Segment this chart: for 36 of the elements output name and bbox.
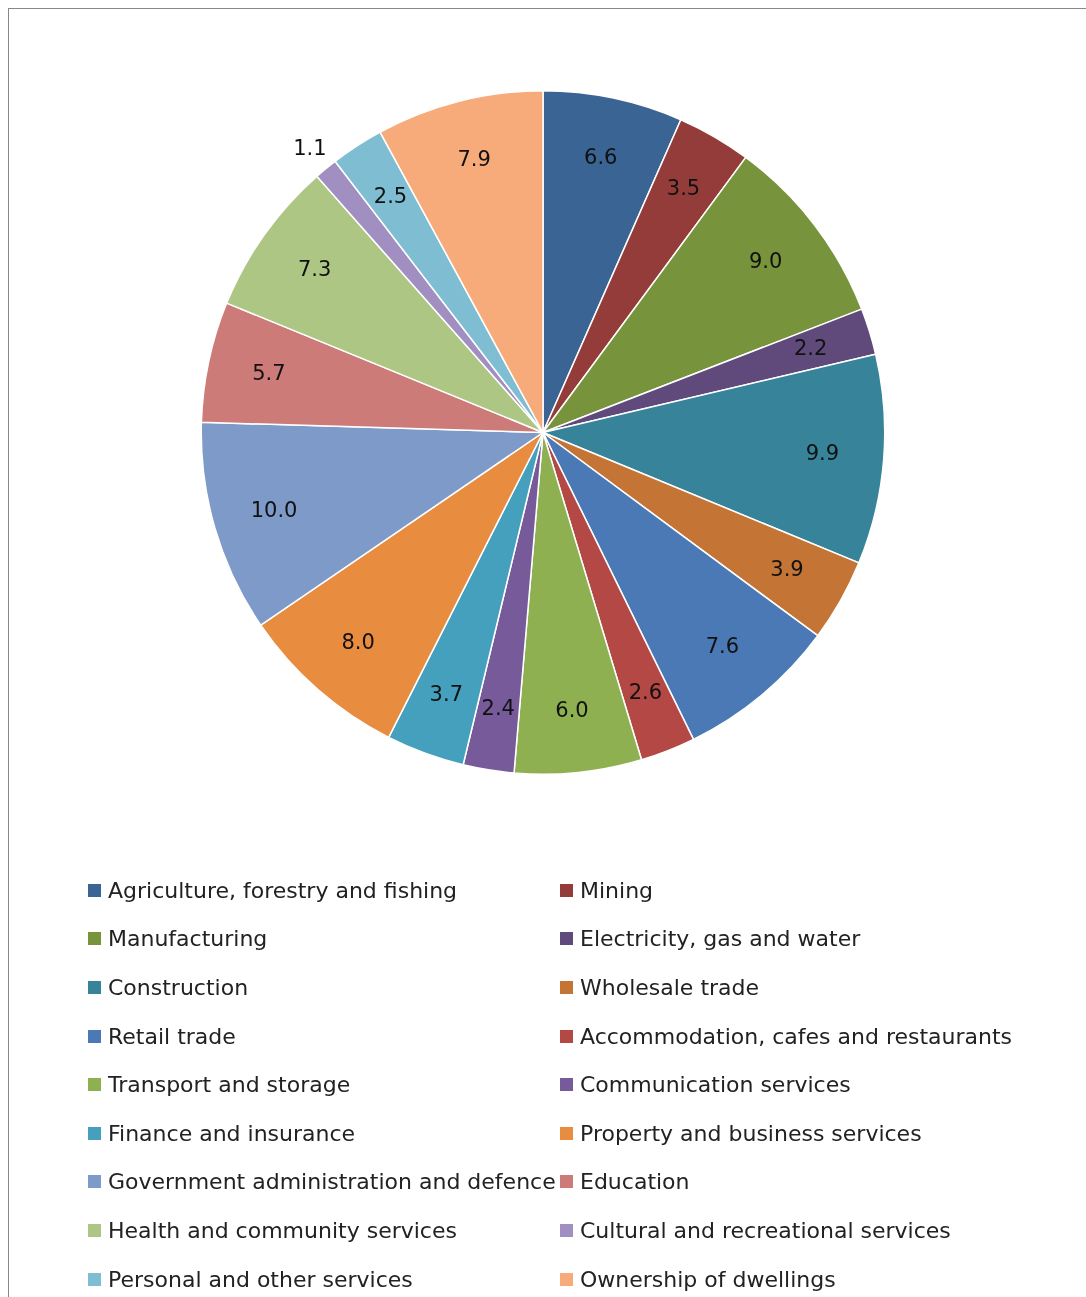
legend-label: Accommodation, cafes and restaurants bbox=[580, 1023, 1013, 1049]
legend-label: Agriculture, forestry and fishing bbox=[108, 877, 458, 903]
legend-label: Communication services bbox=[580, 1072, 851, 1098]
legend-label: Manufacturing bbox=[108, 926, 268, 952]
data-label: 6.6 bbox=[584, 144, 618, 169]
legend-label: Finance and insurance bbox=[108, 1120, 356, 1146]
data-label: 10.0 bbox=[250, 497, 298, 522]
data-label: 7.9 bbox=[457, 147, 491, 172]
legend-label: Wholesale trade bbox=[580, 974, 760, 1000]
data-label: 9.0 bbox=[748, 248, 783, 273]
data-label: 1.1 bbox=[293, 135, 327, 160]
data-label: 7.6 bbox=[705, 634, 740, 659]
data-label: 2.4 bbox=[481, 695, 515, 720]
legend-label: Personal and other services bbox=[108, 1266, 413, 1292]
legend-label: Government administration and defence bbox=[108, 1169, 556, 1195]
data-label: 7.3 bbox=[297, 256, 332, 281]
data-label: 5.7 bbox=[252, 360, 286, 385]
data-label: 3.5 bbox=[666, 176, 701, 201]
legend-label: Ownership of dwellings bbox=[580, 1266, 836, 1292]
legend-label: Education bbox=[580, 1169, 690, 1195]
legend-label: Transport and storage bbox=[108, 1072, 351, 1098]
legend-label: Mining bbox=[580, 877, 654, 903]
legend-label: Cultural and recreational services bbox=[580, 1217, 951, 1243]
data-label: 6.0 bbox=[555, 697, 589, 722]
data-label: 9.9 bbox=[805, 441, 840, 466]
data-label: 8.0 bbox=[341, 629, 375, 654]
data-label: 2.5 bbox=[373, 183, 408, 208]
legend-label: Construction bbox=[108, 974, 249, 1000]
data-label: 2.6 bbox=[628, 679, 663, 704]
data-label: 3.9 bbox=[770, 556, 804, 581]
legend-label: Health and community services bbox=[108, 1217, 457, 1243]
data-label: 2.2 bbox=[793, 336, 828, 361]
data-label: 3.7 bbox=[429, 681, 464, 706]
legend-label: Property and business services bbox=[580, 1120, 922, 1146]
legend-label: Retail trade bbox=[108, 1023, 236, 1049]
legend-label: Electricity, gas and water bbox=[580, 926, 861, 952]
